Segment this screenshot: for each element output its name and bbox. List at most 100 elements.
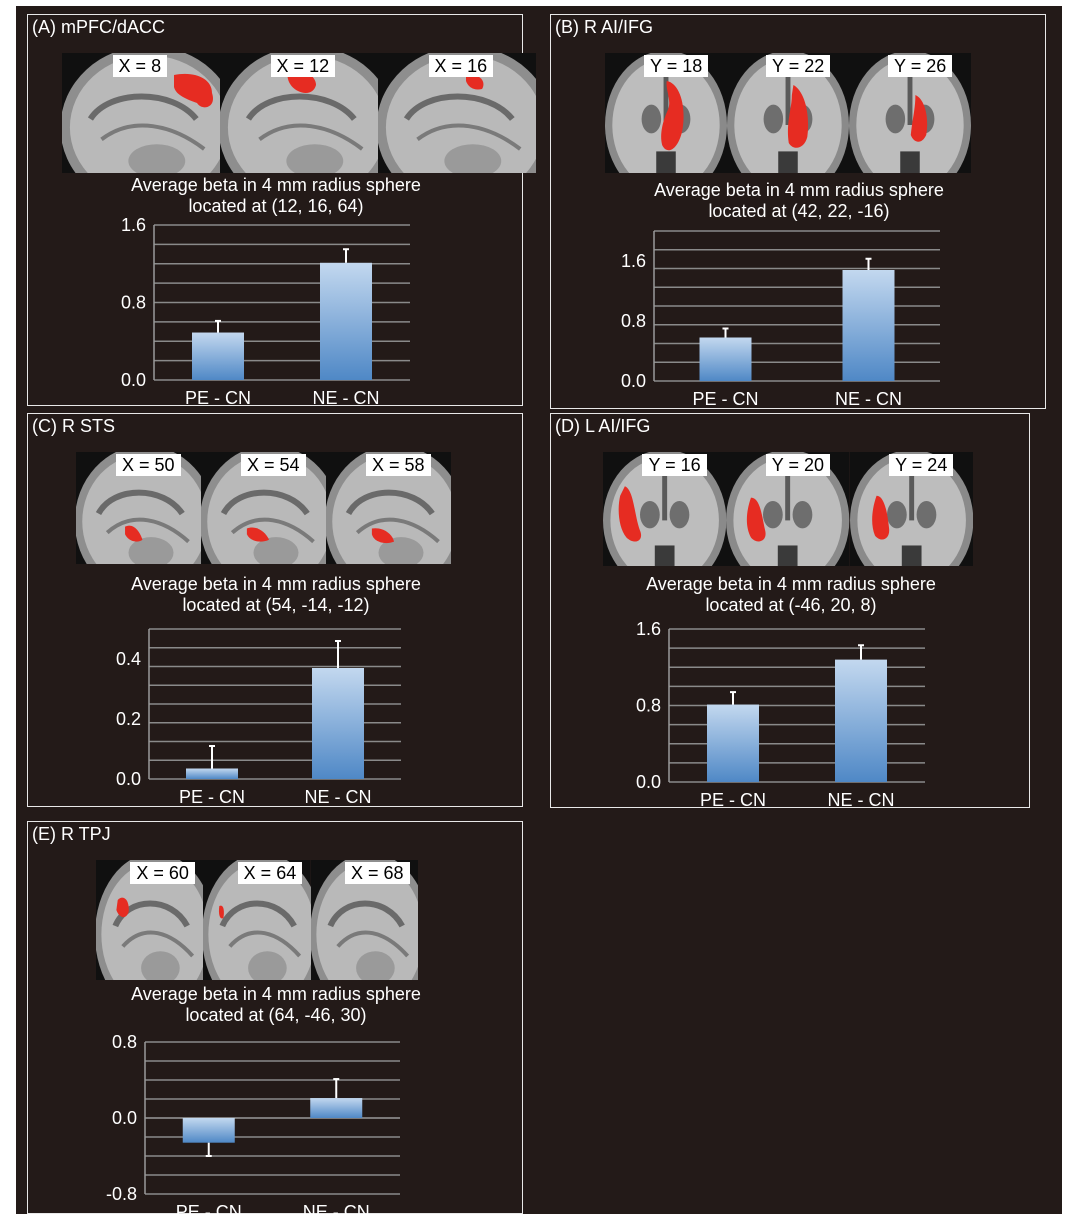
y-tick-label: 0.8 bbox=[112, 1032, 137, 1052]
slice-coordinate-label: X = 12 bbox=[270, 55, 336, 77]
bar-chart-svg: 1.6 0.8 0.0 PE - CN NE - CN bbox=[636, 619, 925, 810]
activation-cluster bbox=[174, 73, 214, 108]
y-tick-label: 0.8 bbox=[636, 696, 661, 716]
bar-chart: 1.6 0.8 0.0 PE - CN NE - CN bbox=[621, 230, 940, 411]
panel-label: (C) R STS bbox=[32, 416, 115, 436]
bar-chart: 0.8 0.0 -0.8 PE - CN NE - CN bbox=[106, 1032, 400, 1224]
chart-caption: Average beta in 4 mm radius sphere locate… bbox=[551, 180, 1047, 222]
x-category-label: NE - CN bbox=[305, 787, 372, 807]
panel-d: (D) L AI/IFG Y = 16 Y = 20 Y = 24 Average be… bbox=[550, 413, 1031, 810]
y-tick-label: 0.8 bbox=[621, 311, 646, 331]
caption-line-1: Average beta in 4 mm radius sphere bbox=[654, 180, 944, 200]
slice-coordinate-label: Y = 26 bbox=[888, 55, 953, 77]
caption-line-1: Average beta in 4 mm radius sphere bbox=[646, 574, 936, 594]
chart-caption: Average beta in 4 mm radius sphere locate… bbox=[551, 574, 1031, 616]
caption-line-1: Average beta in 4 mm radius sphere bbox=[131, 984, 421, 1004]
activation-cluster bbox=[116, 897, 129, 918]
x-category-label: NE - CN bbox=[313, 388, 380, 408]
slice-coordinate-label: Y = 24 bbox=[889, 454, 954, 476]
bar-chart: 0.4 0.2 0.0 PE - CN NE - CN bbox=[116, 628, 401, 809]
y-tick-label: 1.6 bbox=[636, 619, 661, 639]
y-tick-label: 0.0 bbox=[112, 1108, 137, 1128]
bar-chart-svg: 0.4 0.2 0.0 PE - CN NE - CN bbox=[116, 628, 401, 807]
y-tick-label: 0.2 bbox=[116, 709, 141, 729]
activation-cluster bbox=[871, 495, 889, 540]
activation-cluster bbox=[246, 527, 270, 542]
bar-pe-cn bbox=[186, 768, 238, 779]
activation-cluster bbox=[787, 85, 809, 148]
caption-line-2: located at (-46, 20, 8) bbox=[705, 595, 877, 615]
activation-cluster bbox=[219, 905, 225, 919]
brain-slice-image: X = 60 bbox=[96, 860, 204, 980]
caption-line-1: Average beta in 4 mm radius sphere bbox=[131, 574, 421, 594]
bar-pe-cn bbox=[192, 332, 244, 380]
y-tick-label: 0.0 bbox=[621, 371, 646, 391]
brain-slice-drawing bbox=[203, 860, 311, 980]
chart-caption: Average beta in 4 mm radius sphere locate… bbox=[28, 574, 524, 616]
bar-chart: 1.6 0.8 0.0 PE - CN NE - CN bbox=[636, 619, 925, 812]
panel-e: (E) R TPJ X = 60 X = 64 X = 68 Average beta … bbox=[27, 821, 524, 1222]
y-tick-label: 1.6 bbox=[621, 251, 646, 271]
panel-a: (A) mPFC/dACC X = 8 X = 12 X = 16 Average be… bbox=[27, 14, 536, 408]
caption-line-2: located at (42, 22, -16) bbox=[708, 201, 890, 221]
y-tick-label: 0.0 bbox=[121, 370, 146, 390]
caption-line-2: located at (64, -46, 30) bbox=[185, 1005, 367, 1025]
brain-slice-image: X = 58 bbox=[326, 452, 451, 564]
bar-pe-cn bbox=[699, 337, 752, 381]
bar-ne-cn bbox=[842, 270, 895, 381]
brain-slice-image: Y = 16 bbox=[603, 452, 727, 566]
slice-coordinate-label: Y = 16 bbox=[642, 454, 707, 476]
slice-coordinate-label: X = 16 bbox=[428, 55, 494, 77]
brain-slice-image: Y = 20 bbox=[726, 452, 850, 566]
slice-coordinate-label: X = 8 bbox=[112, 55, 168, 77]
bar-chart-svg: 0.8 0.0 -0.8 PE - CN NE - CN bbox=[106, 1032, 400, 1222]
activation-cluster bbox=[910, 95, 928, 142]
activation-cluster bbox=[466, 74, 484, 90]
x-category-label: PE - CN bbox=[179, 787, 245, 807]
brain-slice-drawing bbox=[326, 452, 451, 564]
chart-caption: Average beta in 4 mm radius sphere locate… bbox=[28, 175, 524, 217]
bar-pe-cn bbox=[707, 704, 759, 782]
y-tick-label: 0.4 bbox=[116, 649, 141, 669]
activation-cluster bbox=[125, 525, 143, 542]
y-tick-label: 1.6 bbox=[121, 215, 146, 235]
x-category-label: PE - CN bbox=[700, 790, 766, 810]
slice-coordinate-label: X = 50 bbox=[116, 454, 181, 476]
slice-coordinate-label: X = 60 bbox=[130, 862, 195, 884]
slice-coordinate-label: Y = 18 bbox=[644, 55, 709, 77]
x-category-label: NE - CN bbox=[303, 1202, 370, 1222]
caption-line-2: located at (12, 16, 64) bbox=[188, 196, 364, 216]
slice-coordinate-label: X = 58 bbox=[366, 454, 431, 476]
bar-chart: 1.6 0.8 0.0 PE - CN NE - CN bbox=[121, 215, 410, 410]
brain-slice-image: X = 50 bbox=[76, 452, 201, 564]
panel-label: (B) R AI/IFG bbox=[555, 17, 654, 37]
bar-ne-cn bbox=[320, 262, 372, 380]
brain-slice-image: X = 16 bbox=[378, 53, 536, 173]
activation-cluster bbox=[747, 497, 766, 542]
bar-chart-svg: 1.6 0.8 0.0 PE - CN NE - CN bbox=[621, 230, 940, 409]
bar-pe-cn bbox=[182, 1118, 235, 1143]
bar-ne-cn bbox=[310, 1098, 363, 1118]
x-category-label: NE - CN bbox=[828, 790, 895, 810]
x-category-label: PE - CN bbox=[692, 389, 758, 409]
bar-chart-svg: 1.6 0.8 0.0 PE - CN NE - CN bbox=[121, 215, 410, 408]
brain-slice-image: Y = 22 bbox=[727, 53, 849, 173]
brain-slice-image: X = 12 bbox=[220, 53, 378, 173]
caption-line-2: located at (54, -14, -12) bbox=[182, 595, 370, 615]
panel-label: (D) L AI/IFG bbox=[555, 416, 651, 436]
slice-coordinate-label: X = 54 bbox=[241, 454, 306, 476]
chart-caption: Average beta in 4 mm radius sphere locate… bbox=[28, 984, 524, 1026]
activation-cluster bbox=[371, 528, 395, 544]
activation-cluster bbox=[661, 81, 684, 151]
brain-slice-drawing bbox=[605, 53, 727, 173]
y-tick-label: 0.8 bbox=[121, 293, 146, 313]
bar-ne-cn bbox=[835, 659, 887, 782]
brain-slice-image: Y = 18 bbox=[605, 53, 727, 173]
panel-label: (A) mPFC/dACC bbox=[32, 17, 166, 37]
brain-slice-image: Y = 24 bbox=[849, 452, 973, 566]
brain-slice-image: X = 54 bbox=[201, 452, 326, 564]
brain-slice-image: Y = 26 bbox=[849, 53, 971, 173]
y-tick-label: -0.8 bbox=[106, 1184, 137, 1204]
brain-slice-image: X = 8 bbox=[62, 53, 220, 173]
bar-ne-cn bbox=[312, 668, 364, 779]
